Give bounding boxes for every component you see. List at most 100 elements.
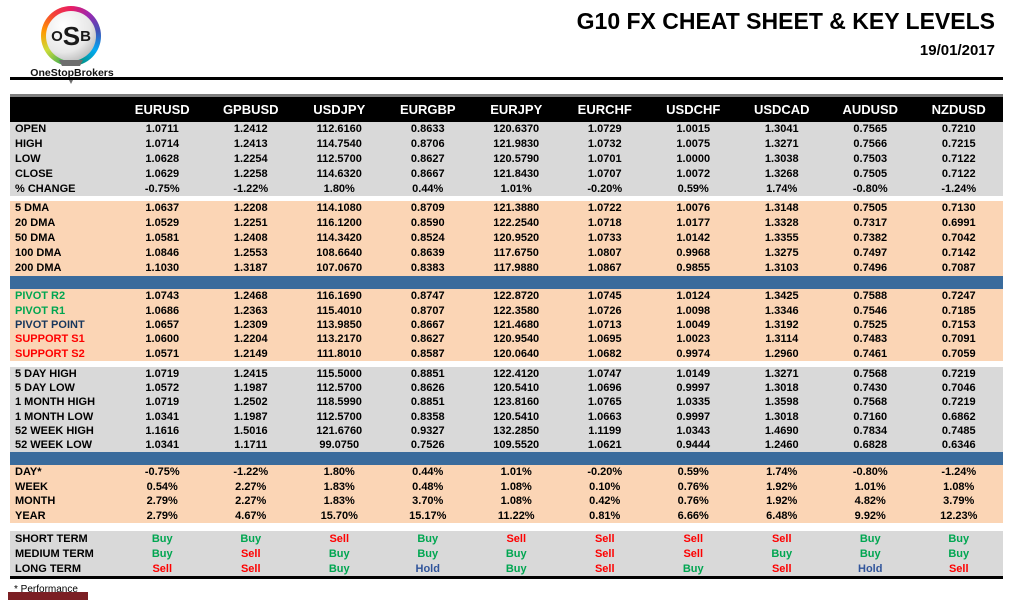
signal-cell: Buy [948,547,970,560]
table-cell: 1.0629 [145,167,180,180]
table-cell: 1.83% [323,480,355,493]
table-cell: 0.76% [677,480,709,493]
row-label: MEDIUM TERM [15,547,94,560]
section-divider-gap [10,360,1003,367]
fx-cheat-sheet-table: EURUSD GPBUSD USDJPY EURGBP EURJPY EURCHF USDC… [10,94,1003,580]
table-cell: 113.9850 [316,318,362,331]
table-cell: 0.8851 [410,368,445,381]
section-signals: SHORT TERM Buy Buy Sell Buy Sell Sell Sell Sell B… [10,531,1003,577]
table-bottom-border [10,576,1003,580]
table-cell: 0.7525 [853,318,888,331]
table-cell: 1.3041 [764,123,799,136]
table-cell: 0.8627 [410,152,445,165]
table-cell: 1.0663 [587,410,622,423]
table-cell: 1.0098 [676,304,711,317]
table-cell: 107.0670 [316,262,363,275]
column-header-eurusd: EURUSD [134,102,190,117]
table-cell: 120.5410 [493,410,540,423]
section-divider-blue [10,452,1003,466]
table-cell: 0.10% [589,480,621,493]
signal-cell: Sell [771,562,792,575]
table-cell: 120.9520 [493,232,540,245]
table-cell: 1.2309 [233,318,268,331]
table-row: SUPPORT S2 1.0571 1.2149 111.8010 0.8587 120.… [10,347,1003,361]
table-cell: 1.2502 [233,396,268,409]
table-cell: 117.6750 [493,247,539,260]
signal-cell: Buy [328,562,350,575]
signal-cell: Hold [415,562,440,575]
table-cell: 0.8633 [410,123,445,136]
table-cell: 0.81% [589,509,621,522]
table-cell: 1.80% [323,182,355,195]
signal-cell: Buy [771,547,793,560]
signal-cell: Sell [683,547,704,560]
section-divider-blue [10,275,1003,289]
table-cell: 114.7540 [316,138,362,151]
table-cell: 121.6760 [316,424,363,437]
table-cell: 0.7461 [853,347,888,360]
row-label: PIVOT R1 [15,304,66,317]
table-cell: 120.5410 [493,382,540,395]
table-cell: 1.1711 [234,438,268,451]
table-cell: 121.8430 [493,167,540,180]
table-cell: 1.3103 [764,262,799,275]
table-cell: 132.2850 [493,424,540,437]
table-cell: -0.20% [587,466,623,479]
table-cell: 0.7215 [941,138,976,151]
table-cell: 1.0719 [145,368,180,381]
table-row: PIVOT POINT 1.0657 1.2309 113.9850 0.8667 121… [10,318,1003,332]
row-label: 50 DMA [15,232,56,245]
table-cell: 1.80% [323,466,355,479]
table-cell: -0.20% [587,182,623,195]
report-date: 19/01/2017 [919,42,995,59]
column-header-eurjpy: EURJPY [490,102,543,117]
table-cell: 122.4120 [493,368,540,381]
table-cell: 1.0142 [676,232,711,245]
table-cell: 1.4690 [764,424,799,437]
table-cell: 1.3355 [764,232,799,245]
table-cell: 122.2540 [493,217,540,230]
table-cell: 1.08% [500,480,532,493]
table-cell: 0.42% [589,495,621,508]
table-cell: -1.22% [233,182,269,195]
section-perf: DAY* -0.75% -1.22% 1.80% 0.44% 1.01% -0.20% 0.5… [10,465,1003,524]
table-cell: 0.9444 [676,438,711,451]
table-cell: 0.6828 [853,438,888,451]
table-cell: 4.82% [854,495,886,508]
table-cell: 0.8639 [410,247,445,260]
table-cell: 0.7382 [853,232,888,245]
table-cell: 1.2413 [233,138,268,151]
table-cell: 0.7834 [853,424,888,437]
table-cell: 122.8720 [493,290,540,303]
table-cell: -0.75% [144,182,180,195]
table-cell: 1.3275 [764,247,799,260]
table-cell: 1.0726 [587,304,622,317]
signal-cell: Sell [506,532,527,545]
table-cell: 1.0682 [587,347,622,360]
table-cell: 0.59% [677,466,709,479]
table-cell: 1.0600 [145,333,180,346]
table-cell: 3.79% [943,495,975,508]
table-cell: 1.0000 [676,152,711,165]
row-label: WEEK [15,480,48,493]
table-cell: 115.5000 [316,368,362,381]
row-label: 20 DMA [15,217,56,230]
table-cell: 0.6862 [941,410,976,423]
table-cell: 0.7565 [853,123,888,136]
column-header-usdchf: USDCHF [666,102,721,117]
table-cell: 1.0765 [587,396,622,409]
table-cell: 120.0640 [493,347,540,360]
table-cell: 120.6370 [493,123,540,136]
table-cell: 112.5700 [316,382,362,395]
signal-cell: Buy [417,532,439,545]
table-cell: 1.0049 [676,318,711,331]
table-cell: 1.0714 [145,138,180,151]
table-cell: 0.7496 [853,262,888,275]
table-cell: 0.8383 [410,262,445,275]
table-cell: 109.5520 [493,438,540,451]
table-cell: 1.0076 [676,202,711,215]
table-cell: 1.0745 [587,290,622,303]
table-cell: 112.5700 [316,152,362,165]
